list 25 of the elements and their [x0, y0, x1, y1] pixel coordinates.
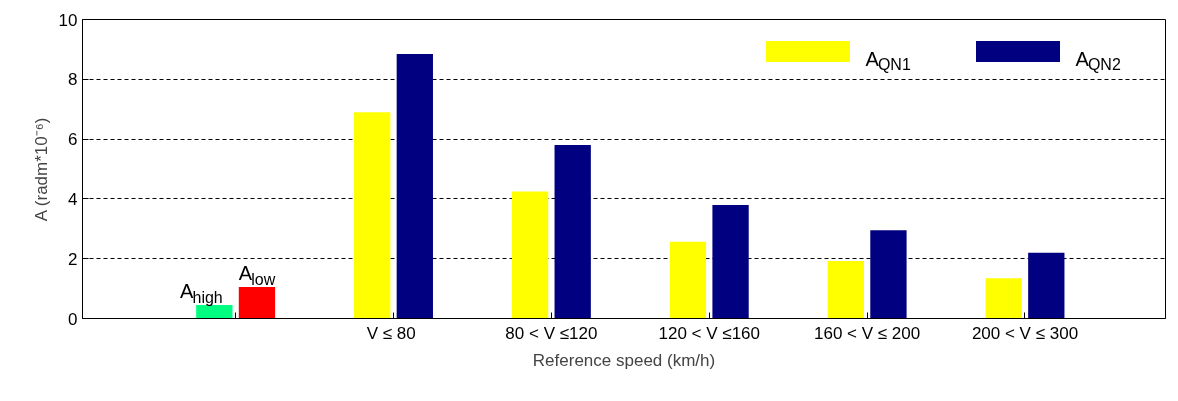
y-tick-label: 6 [68, 130, 78, 150]
bar [827, 261, 864, 319]
bar [870, 230, 907, 319]
y-tick-label: 8 [68, 70, 78, 90]
x-axis-title: Reference speed (km/h) [532, 350, 716, 370]
bar [354, 112, 391, 319]
y-axis-title: A (radm*10⁻⁶) [31, 117, 51, 222]
x-tick-label: 160 < V ≤ 200 [814, 323, 921, 343]
bar [238, 287, 276, 319]
y-tick-label: 0 [68, 309, 78, 329]
bar [1028, 252, 1065, 319]
y-tick-label: 10 [58, 10, 78, 30]
x-tick-label: V ≤ 80 [366, 323, 416, 343]
bar [985, 278, 1022, 319]
bar [669, 241, 707, 319]
x-tick-label: 200 < V ≤ 300 [971, 323, 1079, 343]
bar [196, 305, 233, 319]
x-tick-label: 120 < V ≤160 [658, 323, 760, 343]
x-tick-label: 80 < V ≤120 [505, 323, 598, 343]
bar [396, 53, 433, 319]
bar [511, 191, 549, 319]
bar [554, 145, 591, 319]
bar [712, 204, 749, 319]
y-tick-label: 2 [68, 249, 78, 269]
y-tick-label: 4 [68, 189, 78, 209]
